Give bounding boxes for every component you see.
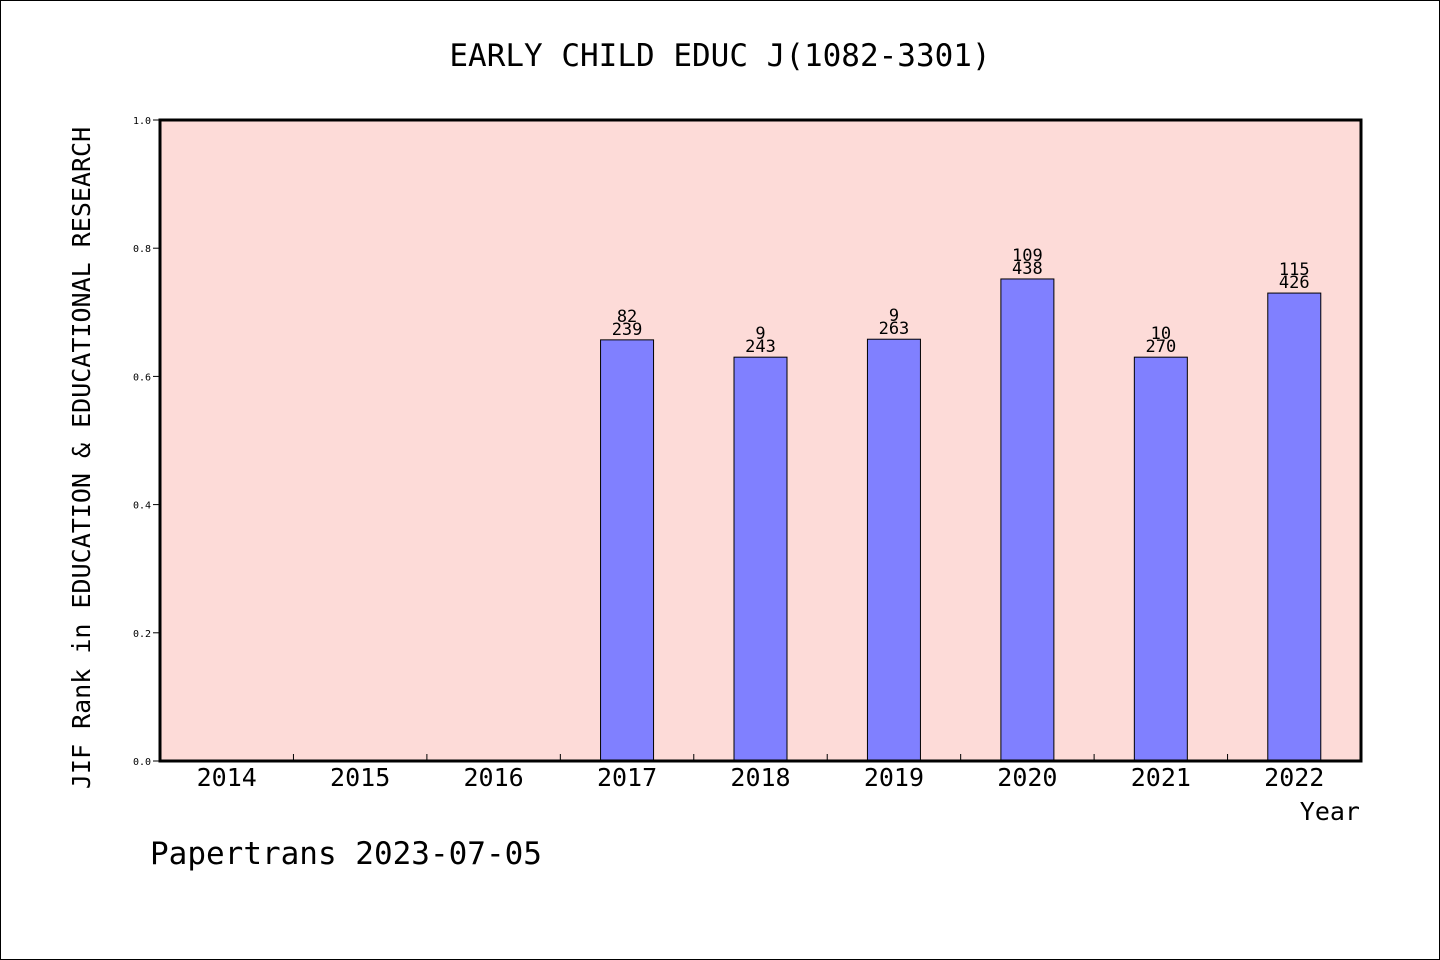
bar-2017: [600, 339, 655, 762]
y-tick-label: 1.0: [133, 116, 151, 127]
bar-rank-label: 9: [755, 324, 765, 344]
x-tick-label: 2018: [730, 763, 790, 792]
bar-rank-label: 109: [1012, 246, 1043, 266]
y-axis: 0.0 0.2 0.4 0.6 0.8 1.0: [133, 116, 160, 768]
x-tick-label: 2017: [597, 763, 657, 792]
bar-rank-label: 10: [1151, 324, 1171, 344]
bar-total-label: 270: [1145, 337, 1176, 357]
plot-border: [158, 118, 1363, 763]
x-axis: 2014 2015 2016 2017 2018 2019 2020 2021 2022: [197, 754, 1324, 792]
bar-total-label: 426: [1279, 273, 1310, 293]
bar-total-label: 243: [745, 337, 776, 357]
chart-title: EARLY CHILD EDUC J(1082-3301): [449, 38, 990, 74]
bar-total-label: 438: [1012, 259, 1043, 279]
y-tick-label: 0.0: [133, 757, 151, 768]
x-tick-label: 2015: [330, 763, 390, 792]
bar-2018: [733, 356, 788, 762]
x-tick-label: 2016: [464, 763, 524, 792]
x-tick-label: 2014: [197, 763, 257, 792]
bar-total-label: 263: [879, 319, 910, 339]
x-tick-label: 2020: [997, 763, 1057, 792]
y-tick-label: 0.4: [133, 501, 151, 512]
y-tick-label: 0.2: [133, 629, 151, 640]
x-tick-label: 2021: [1131, 763, 1191, 792]
bar-rank-label: 115: [1279, 260, 1310, 280]
y-tick-label: 0.6: [133, 372, 151, 383]
bar-2022: [1267, 292, 1322, 762]
y-axis-label: JIF Rank in EDUCATION & EDUCATIONAL RESE…: [67, 127, 96, 789]
y-tick-label: 0.8: [133, 244, 151, 255]
x-tick-label: 2022: [1264, 763, 1324, 792]
bar-rank-label: 9: [889, 306, 899, 326]
x-tick-label: 2019: [864, 763, 924, 792]
bar-total-label: 239: [612, 320, 643, 340]
bar-rank-label: 82: [617, 307, 637, 327]
bar-2019: [866, 338, 921, 762]
bar-2020: [1000, 278, 1055, 762]
bar-2021: [1133, 356, 1188, 762]
x-axis-label: Year: [1300, 797, 1360, 826]
footer-credit: Papertrans 2023-07-05: [150, 836, 542, 872]
bars-group: [600, 278, 1322, 762]
